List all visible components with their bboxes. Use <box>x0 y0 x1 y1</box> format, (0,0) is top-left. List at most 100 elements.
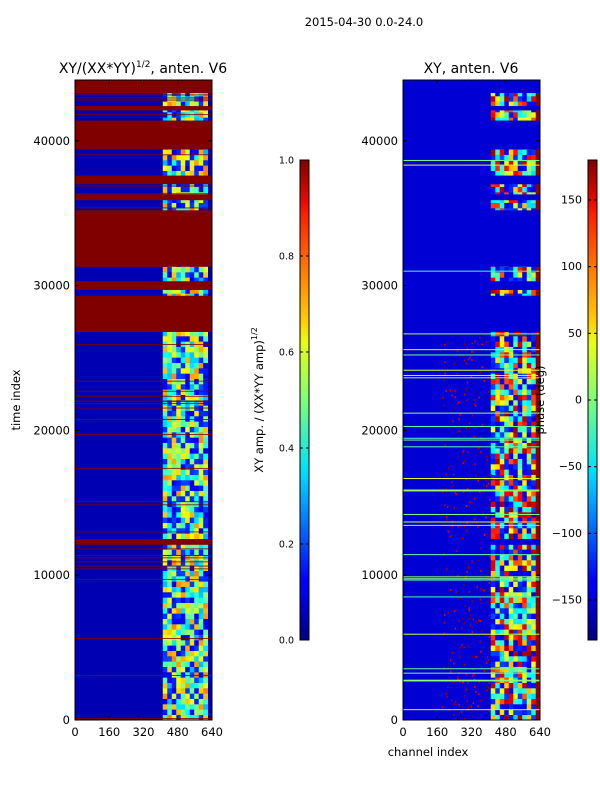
heatmap-cell <box>203 533 209 539</box>
heatmap-line <box>75 185 212 187</box>
heatmap-cell <box>499 160 505 166</box>
heatmap-cell <box>162 442 168 449</box>
heatmap-speckle <box>490 454 492 457</box>
heatmap-cell <box>517 464 523 470</box>
heatmap-cell <box>499 96 505 102</box>
heatmap-cell <box>194 517 200 523</box>
heatmap-cell <box>513 288 519 294</box>
heatmap-cell <box>517 426 523 433</box>
heatmap-cell <box>180 640 186 646</box>
heatmap-cell <box>513 389 519 395</box>
heatmap-cell <box>203 666 209 673</box>
x-tick-label: 160 <box>98 725 120 739</box>
heatmap-cell <box>189 373 195 379</box>
heatmap-cell <box>189 101 195 107</box>
heatmap-cell <box>180 117 186 123</box>
heatmap-cell <box>508 389 514 395</box>
heatmap-cell <box>180 528 186 534</box>
heatmap-cell <box>490 432 496 438</box>
heatmap-cell <box>490 517 496 523</box>
heatmap-speckle <box>488 498 491 501</box>
flagged-band <box>75 539 212 545</box>
heatmap-speckle <box>454 396 456 399</box>
heatmap-cell <box>531 501 537 507</box>
heatmap-cell <box>162 560 168 566</box>
heatmap-speckle <box>443 666 445 669</box>
right-heatmap <box>403 80 540 720</box>
colorbar-tick-label: 0 <box>575 394 582 407</box>
heatmap-cell <box>531 458 537 465</box>
heatmap-cell <box>203 288 209 294</box>
heatmap-speckle <box>443 621 446 624</box>
heatmap-cell <box>194 154 200 161</box>
heatmap-cell <box>504 480 510 486</box>
heatmap-cell <box>171 170 177 177</box>
heatmap-speckle <box>466 399 468 402</box>
heatmap-cell <box>194 661 200 667</box>
heatmap-cell <box>185 629 191 635</box>
heatmap-cell <box>517 624 523 630</box>
heatmap-cell <box>526 426 532 433</box>
heatmap-cell <box>185 96 191 102</box>
heatmap-line <box>403 709 540 711</box>
heatmap-line <box>75 97 212 99</box>
heatmap-cell <box>203 165 209 171</box>
heatmap-cell <box>194 501 200 507</box>
heatmap-speckle <box>449 535 452 538</box>
heatmap-cell <box>513 581 519 587</box>
heatmap-cell <box>203 586 209 593</box>
heatmap-cell <box>167 448 173 454</box>
heatmap-cell <box>180 576 186 582</box>
heatmap-speckle <box>463 646 466 649</box>
heatmap-cell <box>495 517 501 523</box>
heatmap-cell <box>522 272 528 278</box>
heatmap-cell <box>194 549 200 555</box>
heatmap-cell <box>517 672 523 678</box>
heatmap-cell <box>499 698 505 705</box>
heatmap-cell <box>171 490 177 497</box>
heatmap-cell <box>495 560 501 566</box>
heatmap-speckle <box>457 678 459 681</box>
heatmap-cell <box>490 266 496 273</box>
heatmap-cell <box>203 117 209 123</box>
heatmap-cell <box>176 693 182 699</box>
heatmap-cell <box>162 202 168 209</box>
heatmap-cell <box>162 474 168 481</box>
heatmap-cell <box>162 672 168 678</box>
heatmap-cell <box>522 464 528 470</box>
heatmap-cell <box>531 384 537 390</box>
heatmap-cell <box>495 432 501 438</box>
heatmap-cell <box>513 597 519 603</box>
heatmap-cell <box>162 469 168 475</box>
left-panel-title: XY/(XX*YY)1/2, anten. V6 <box>59 60 227 77</box>
colorbar-tick-label: −150 <box>552 594 582 607</box>
heatmap-cell <box>508 400 514 406</box>
heatmap-cell <box>531 586 537 593</box>
heatmap-cell <box>490 640 496 646</box>
heatmap-cell <box>176 453 182 459</box>
heatmap-cell <box>180 677 186 683</box>
heatmap-cell <box>504 554 510 561</box>
heatmap-cell <box>499 474 505 481</box>
heatmap-cell <box>180 154 186 161</box>
heatmap-speckle <box>478 559 480 562</box>
heatmap-cell <box>203 485 209 491</box>
heatmap-cell <box>490 448 496 454</box>
heatmap-cell <box>517 416 523 422</box>
heatmap-cell <box>517 362 523 369</box>
heatmap-cell <box>194 506 200 513</box>
heatmap-speckle <box>466 681 469 684</box>
heatmap-cell <box>185 160 191 166</box>
heatmap-cell <box>167 165 173 171</box>
heatmap-cell <box>203 101 209 107</box>
heatmap-cell <box>495 421 501 427</box>
heatmap-cell <box>176 560 182 566</box>
heatmap-cell <box>167 629 173 635</box>
heatmap-cell <box>180 629 186 635</box>
heatmap-cell <box>198 581 204 587</box>
heatmap-cell <box>504 464 510 470</box>
heatmap-cell <box>180 490 186 497</box>
heatmap-cell <box>513 453 519 459</box>
heatmap-cell <box>162 533 168 539</box>
heatmap-cell <box>531 672 537 678</box>
